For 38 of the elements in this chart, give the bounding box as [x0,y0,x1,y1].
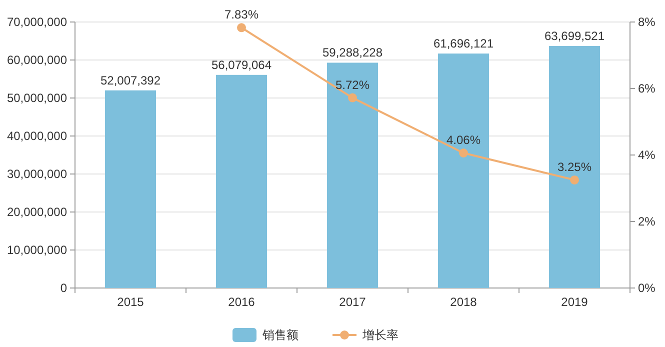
y2-tick-label: 8% [638,15,656,29]
x-tick-label: 2018 [450,295,478,309]
legend-label: 增长率 [362,328,398,342]
y2-tick-label: 0% [638,281,656,295]
data-label: 3.25% [557,160,592,174]
data-label: 63,699,521 [544,28,605,43]
y-tick-label: 10,000,000 [6,243,68,257]
y-tick-label: 20,000,000 [6,205,68,219]
y2-tick-label: 6% [638,82,656,96]
bar [438,54,490,288]
data-label: 4.06% [446,133,481,148]
x-tick-label: 2016 [228,295,256,309]
y-tick-label: 40,000,000 [6,129,68,143]
y2-tick-label: 2% [638,214,656,228]
data-label: 59,288,228 [322,46,383,60]
data-label: 5.72% [335,78,370,92]
y-tick-label: 50,000,000 [6,91,68,105]
point [570,175,579,184]
point [459,148,468,158]
x-tick-label: 2015 [117,295,144,309]
x-tick-label: 2019 [561,295,588,309]
bar [326,62,378,288]
x-tick-label: 2017 [339,295,366,309]
y-tick-label: 70,000,000 [6,15,68,29]
point [237,23,246,32]
data-label: 7.83% [224,8,259,22]
y-tick-label: 60,000,000 [6,53,68,67]
bar [104,90,156,288]
legend-label: 销售额 [262,328,298,342]
bar [216,74,268,288]
point [348,93,357,102]
y-tick-label: 30,000,000 [6,167,68,181]
data-label: 52,007,392 [100,73,161,88]
y2-tick-label: 4% [638,148,656,162]
y-tick-label: 0 [60,281,68,295]
bar [548,46,600,288]
data-label: 61,696,121 [433,36,494,51]
data-label: 56,079,064 [211,58,272,72]
